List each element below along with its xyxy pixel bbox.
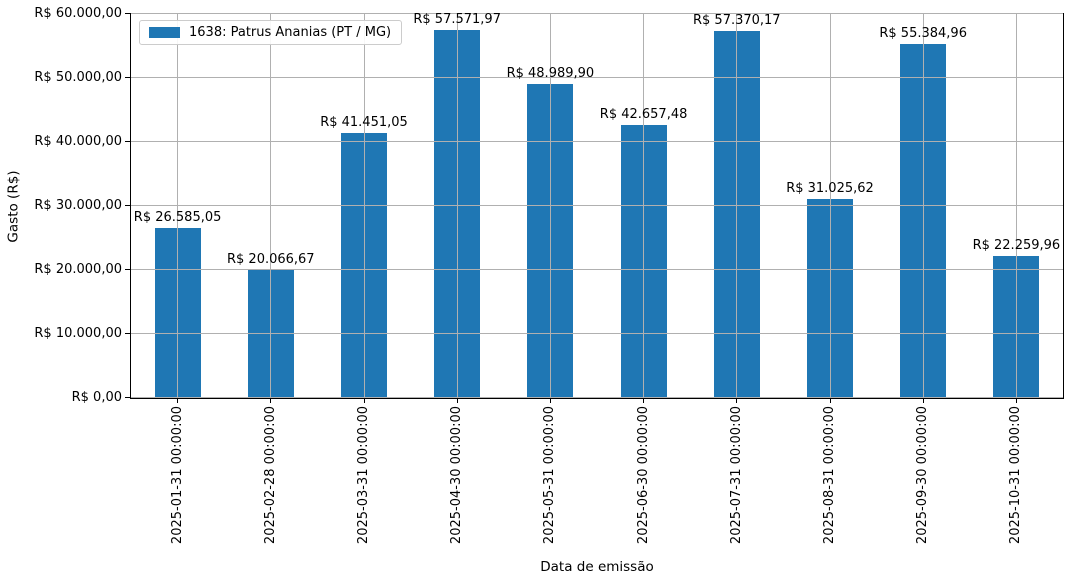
v-gridline: [363, 14, 365, 398]
x-tick: [736, 398, 738, 403]
x-tick: [456, 398, 458, 403]
x-tick-label: 2025-06-30 00:00:00: [635, 406, 651, 545]
h-gridline: [131, 333, 1063, 334]
y-tick: [125, 13, 131, 14]
v-gridline: [736, 14, 738, 398]
legend: 1638: Patrus Ananias (PT / MG): [139, 20, 403, 45]
x-tick: [177, 398, 179, 403]
y-tick: [125, 397, 131, 398]
x-tick: [922, 398, 924, 403]
x-tick-label: 2025-04-30 00:00:00: [449, 406, 465, 545]
x-tick-label: 2025-03-31 00:00:00: [356, 406, 371, 545]
v-gridline: [829, 14, 831, 398]
v-gridline: [922, 14, 924, 398]
y-tick-label: R$ 0,00: [71, 390, 122, 405]
bar-value-label: R$ 57.571,97: [413, 12, 501, 27]
x-tick-label: 2025-05-31 00:00:00: [542, 406, 558, 545]
bar-value-label: R$ 48.989,90: [506, 66, 595, 81]
x-tick-label: 2025-08-31 00:00:00: [822, 406, 837, 545]
h-gridline: [131, 77, 1063, 78]
y-tick-label: R$ 20.000,00: [34, 262, 122, 277]
y-tick-label: R$ 10.000,00: [34, 326, 122, 341]
x-axis-title: Data de emissão: [540, 559, 654, 575]
y-tick: [125, 269, 131, 270]
y-tick-label: R$ 30.000,00: [34, 198, 122, 213]
h-gridline: [131, 397, 1063, 398]
bar-value-label: R$ 41.451,05: [320, 115, 408, 130]
h-gridline: [131, 13, 1063, 14]
x-tick: [1015, 398, 1017, 403]
x-tick-label: 2025-07-31 00:00:00: [728, 406, 744, 545]
x-tick: [270, 398, 272, 403]
x-tick-label: 2025-10-31 00:00:00: [1008, 406, 1024, 545]
x-tick: [643, 398, 645, 403]
bar-value-label: R$ 20.066,67: [226, 252, 315, 267]
v-gridline: [177, 14, 179, 398]
y-axis-title: Gasto (R$): [5, 170, 22, 243]
bar-value-label: R$ 22.259,96: [972, 238, 1061, 253]
bar-value-label: R$ 55.384,96: [879, 26, 967, 41]
v-gridline: [456, 14, 458, 398]
x-tick: [363, 398, 365, 403]
v-gridline: [643, 14, 645, 398]
bar-value-label: R$ 57.370,17: [692, 13, 781, 28]
bar-value-label: R$ 42.657,48: [599, 107, 688, 122]
y-tick: [125, 141, 131, 142]
y-tick: [125, 333, 131, 334]
x-tick-label: 2025-01-31 00:00:00: [169, 406, 185, 545]
legend-swatch-icon: [149, 27, 180, 38]
legend-label: 1638: Patrus Ananias (PT / MG): [189, 25, 392, 40]
x-tick-label: 2025-02-28 00:00:00: [262, 406, 278, 545]
v-gridline: [270, 14, 272, 398]
y-tick-label: R$ 50.000,00: [34, 70, 122, 85]
y-tick-label: R$ 60.000,00: [34, 6, 122, 21]
h-gridline: [131, 205, 1063, 206]
y-tick: [125, 205, 131, 206]
plot-area: R$ 26.585,05 R$ 20.066,67 R$ 41.451,05 R$ 5…: [130, 12, 1064, 399]
bar-value-label: R$ 31.025,62: [786, 181, 874, 196]
bar-value-label: R$ 26.585,05: [133, 210, 222, 225]
v-gridline: [549, 14, 551, 398]
x-tick: [829, 398, 831, 403]
y-tick-label: R$ 40.000,00: [34, 134, 122, 149]
h-gridline: [131, 141, 1063, 142]
v-gridline: [1015, 14, 1017, 398]
x-tick-label: 2025-09-30 00:00:00: [915, 406, 931, 545]
x-tick: [549, 398, 551, 403]
h-gridline: [131, 269, 1063, 270]
y-tick: [125, 77, 131, 78]
